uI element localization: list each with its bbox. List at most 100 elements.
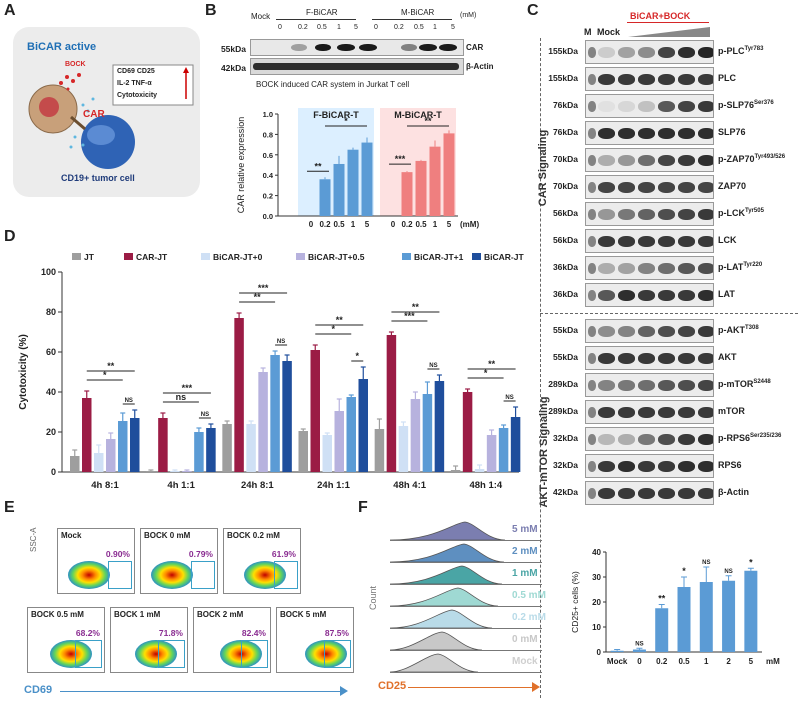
b-xtick-label: 5 xyxy=(365,220,370,229)
f-histogram-curve xyxy=(389,565,503,585)
d-bar xyxy=(358,379,368,472)
c-band xyxy=(618,235,635,247)
f-cd25-chart: 0 10 20 30 40 CD25+ cells (%) Mock NS 0 ** 0.2 * 0.5… xyxy=(570,548,780,666)
d-xtick-label: 48h 4:1 xyxy=(393,480,426,491)
c-band xyxy=(598,208,615,220)
f-bar xyxy=(699,582,713,652)
c-kda-label: 289kDa xyxy=(548,379,578,389)
b-dose-label: 1 xyxy=(337,24,341,31)
c-band xyxy=(658,406,675,418)
c-protein-name: mTOR xyxy=(718,406,745,416)
c-band xyxy=(618,406,635,418)
d-bar xyxy=(498,428,509,472)
f-xtick-label: 2 xyxy=(726,657,731,666)
d-bar xyxy=(374,429,385,472)
e-flow-plot: BOCK 0 mM 0.79% xyxy=(140,528,218,594)
d-bar xyxy=(422,394,433,472)
d-sig-label: ** xyxy=(336,315,344,325)
c-band xyxy=(618,487,635,499)
b-ytick-label: 0.8 xyxy=(263,130,273,139)
c-site-superscript: Ser376 xyxy=(754,100,774,106)
b-kda-2: 42kDa xyxy=(220,63,246,73)
d-legend-swatch xyxy=(296,253,305,260)
c-band xyxy=(618,208,635,220)
readout-2: IL-2 TNF-α xyxy=(117,80,152,87)
e-dot-cloud xyxy=(50,640,92,668)
f-histogram-curve xyxy=(389,653,479,673)
b-xtick-label: 5 xyxy=(447,220,452,229)
b-blot-car xyxy=(250,39,464,56)
d-bar xyxy=(386,335,397,472)
c-protein-name: AKT xyxy=(718,352,737,362)
b-bar xyxy=(333,163,345,216)
c-marker-band xyxy=(588,46,596,58)
panel-label-b: B xyxy=(205,2,217,19)
c-blot-strip xyxy=(585,67,714,91)
c-band xyxy=(678,379,695,391)
f-histogram-area xyxy=(389,543,505,563)
e-dot-cloud xyxy=(151,561,193,589)
d-bar xyxy=(282,361,292,472)
b-caption: BOCK induced CAR system in Jurkat T cell xyxy=(256,80,410,89)
f-bar xyxy=(677,587,691,652)
c-band xyxy=(698,100,713,112)
d-bar xyxy=(298,431,308,472)
c-band xyxy=(658,235,675,247)
f-sig-label: NS xyxy=(724,569,732,575)
d-ytick-label: 60 xyxy=(46,347,56,357)
c-blot-strip xyxy=(585,400,714,424)
f-histogram-area xyxy=(389,653,479,673)
f-histogram-label: 5 mM xyxy=(512,524,538,535)
b-sig-star: * xyxy=(344,116,348,126)
c-protein-name: LCK xyxy=(718,235,737,245)
c-band xyxy=(658,208,675,220)
c-treatment: BiCAR+BOCK xyxy=(630,11,691,21)
d-bar xyxy=(334,411,344,472)
c-kda-label: 70kDa xyxy=(552,181,578,191)
c-marker-band xyxy=(588,487,596,499)
c-site-superscript: Tyr783 xyxy=(744,46,764,52)
d-bar xyxy=(82,398,92,472)
f-histogram-row xyxy=(389,587,542,607)
c-band xyxy=(658,325,675,337)
f-histogram-area xyxy=(389,521,506,541)
d-xtick-label: 24h 8:1 xyxy=(241,480,274,491)
e-dot-cloud xyxy=(244,561,286,589)
c-band xyxy=(698,127,713,139)
c-blot-strip xyxy=(585,319,714,343)
c-blot-strip xyxy=(585,454,714,478)
c-band xyxy=(638,208,655,220)
d-sig-label: ** xyxy=(107,361,115,371)
d-bar xyxy=(94,453,104,472)
c-protein-name: p-LATTyr220 xyxy=(718,262,763,272)
e-gate-percent: 0.79% xyxy=(188,549,213,559)
c-kda-label: 155kDa xyxy=(548,73,578,83)
c-band xyxy=(598,181,615,193)
c-band xyxy=(598,262,615,274)
c-marker-band xyxy=(588,433,596,445)
f-histogram-label: 0 mM xyxy=(512,634,538,645)
panel-label-e: E xyxy=(4,499,15,516)
c-band xyxy=(678,460,695,472)
b-ytick-label: 1.0 xyxy=(263,110,273,119)
f-xtick-label: 1 xyxy=(704,657,709,666)
c-band xyxy=(618,73,635,85)
e-gate-percent: 0.90% xyxy=(105,549,130,559)
d-bar xyxy=(270,355,280,472)
b-dose-label: 5 xyxy=(354,24,358,31)
bicar-active-title: BiCAR active xyxy=(27,41,97,53)
e-gate xyxy=(274,561,298,589)
c-band xyxy=(658,127,675,139)
d-sig-label: *** xyxy=(404,311,415,321)
d-sig-label: NS xyxy=(125,398,133,404)
b-dose-label: 0.5 xyxy=(414,24,424,31)
f-xtick-label: 0.5 xyxy=(678,657,690,666)
c-band xyxy=(598,433,615,445)
t-cell-nucleus xyxy=(39,97,59,117)
d-bar xyxy=(486,435,497,472)
f-histogram-row xyxy=(389,565,542,585)
e-gate-percent: 82.4% xyxy=(241,628,266,638)
b-unit: (mM) xyxy=(460,12,477,19)
f-ytick-label: 0 xyxy=(597,648,602,657)
f-histogram-row xyxy=(389,521,542,541)
